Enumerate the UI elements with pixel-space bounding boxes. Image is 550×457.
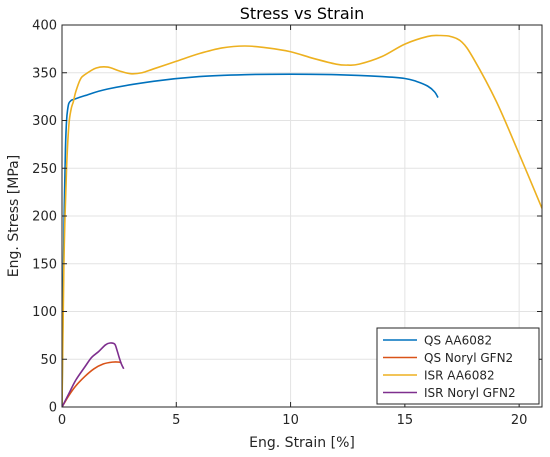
series-line-qs-noryl-gfn2 bbox=[62, 361, 122, 407]
y-tick-label: 150 bbox=[32, 257, 57, 272]
x-tick-label: 15 bbox=[397, 413, 414, 428]
series-line-qs-aa6082 bbox=[62, 73, 439, 407]
y-tick-label: 400 bbox=[32, 19, 57, 34]
y-tick-label: 250 bbox=[32, 162, 57, 177]
legend-label: ISR Noryl GFN2 bbox=[424, 386, 516, 400]
y-tick-label: 300 bbox=[32, 114, 57, 129]
series-group bbox=[62, 34, 542, 407]
legend-label: ISR AA6082 bbox=[424, 369, 495, 383]
legend: QS AA6082 QS Noryl GFN2 ISR AA6082 ISR Nory… bbox=[376, 327, 540, 405]
series-line-isr-noryl-gfn2 bbox=[62, 342, 125, 407]
x-tick-label: 0 bbox=[58, 413, 66, 428]
y-tick-label: 100 bbox=[32, 305, 57, 320]
y-tick-label: 0 bbox=[49, 401, 57, 416]
x-axis-label: Eng. Strain [%] bbox=[249, 435, 355, 451]
chart-title: Stress vs Strain bbox=[240, 4, 365, 23]
x-tick-label: 20 bbox=[511, 413, 528, 428]
legend-label: QS Noryl GFN2 bbox=[424, 351, 513, 365]
legend-label: QS AA6082 bbox=[424, 334, 492, 348]
x-tick-label: 10 bbox=[282, 413, 299, 428]
y-tick-label: 350 bbox=[32, 66, 57, 81]
series-line-isr-aa6082 bbox=[62, 34, 542, 407]
y-axis-label: Eng. Stress [MPa] bbox=[6, 155, 22, 277]
y-tick-label: 200 bbox=[32, 210, 57, 225]
x-tick-label: 5 bbox=[172, 413, 180, 428]
y-tick-label: 50 bbox=[40, 353, 57, 368]
